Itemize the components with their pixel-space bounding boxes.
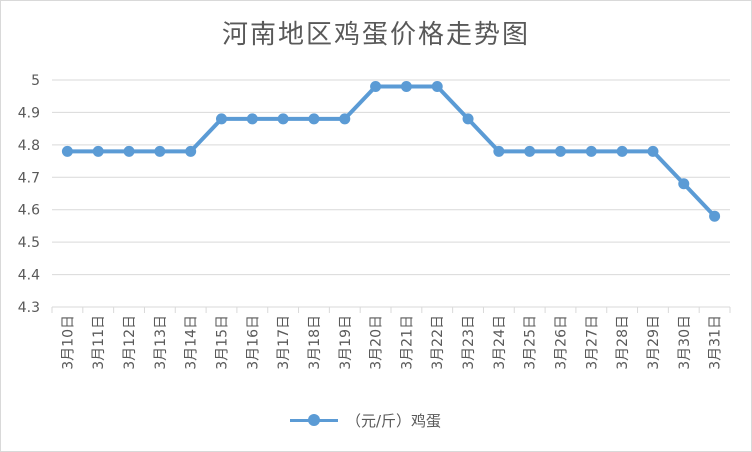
- x-tick-label: 3月29日: [646, 315, 662, 370]
- x-tick-label: 3月15日: [215, 315, 231, 370]
- x-tick-label: 3月14日: [184, 315, 200, 370]
- data-point: [216, 113, 227, 125]
- data-point: [61, 145, 73, 157]
- chart-title: 河南地区鸡蛋价格走势图: [221, 20, 530, 50]
- x-tick-label: 3月27日: [584, 315, 600, 370]
- data-point: [154, 145, 166, 157]
- data-point: [555, 145, 566, 157]
- y-tick-label: 4.7: [18, 170, 40, 186]
- legend-label: （元/斤）鸡蛋: [346, 411, 442, 430]
- data-point: [493, 145, 505, 157]
- x-tick-label: 3月18日: [307, 315, 323, 370]
- data-point: [462, 113, 474, 125]
- data-point: [339, 113, 351, 125]
- x-tick-label: 3月26日: [554, 315, 570, 370]
- data-point: [678, 178, 690, 190]
- y-tick-label: 5: [31, 73, 40, 89]
- x-tick-label: 3月22日: [430, 315, 446, 370]
- y-tick-label: 4.6: [18, 203, 40, 219]
- data-point: [185, 145, 197, 157]
- data-point: [123, 145, 135, 157]
- data-point: [246, 113, 258, 125]
- data-point: [277, 113, 289, 125]
- data-point: [647, 145, 659, 157]
- data-point: [370, 80, 382, 92]
- data-point: [92, 145, 104, 157]
- x-tick-label: 3月24日: [492, 315, 508, 370]
- x-tick-label: 3月31日: [708, 315, 724, 370]
- x-tick-label: 3月21日: [399, 315, 415, 370]
- legend-swatch: [290, 414, 338, 426]
- x-tick-label: 3月23日: [461, 315, 477, 370]
- data-point: [616, 145, 628, 157]
- x-tick-label: 3月17日: [276, 315, 292, 370]
- x-tick-label: 3月13日: [153, 315, 169, 370]
- data-point: [524, 145, 536, 157]
- x-tick-label: 3月19日: [338, 315, 354, 370]
- x-tick-label: 3月10日: [60, 315, 76, 370]
- series-line: [65, 84, 717, 219]
- y-tick-label: 4.3: [18, 300, 40, 316]
- data-point: [709, 210, 721, 222]
- data-point: [431, 80, 443, 92]
- data-point: [400, 80, 412, 92]
- x-tick-label: 3月11日: [91, 315, 107, 370]
- x-tick-label: 3月30日: [677, 315, 693, 370]
- y-tick-label: 4.5: [18, 235, 40, 251]
- data-point: [585, 145, 597, 157]
- x-tick-label: 3月12日: [122, 315, 138, 370]
- legend: （元/斤）鸡蛋: [290, 406, 441, 434]
- x-tick-label: 3月25日: [523, 315, 539, 370]
- y-tick-label: 4.8: [18, 138, 40, 154]
- y-tick-label: 4.4: [18, 268, 40, 284]
- y-tick-label: 4.9: [18, 105, 40, 121]
- data-point: [308, 113, 320, 125]
- x-tick-label: 3月28日: [615, 315, 631, 370]
- x-tick-label: 3月16日: [245, 315, 261, 370]
- x-tick-label: 3月20日: [369, 315, 385, 370]
